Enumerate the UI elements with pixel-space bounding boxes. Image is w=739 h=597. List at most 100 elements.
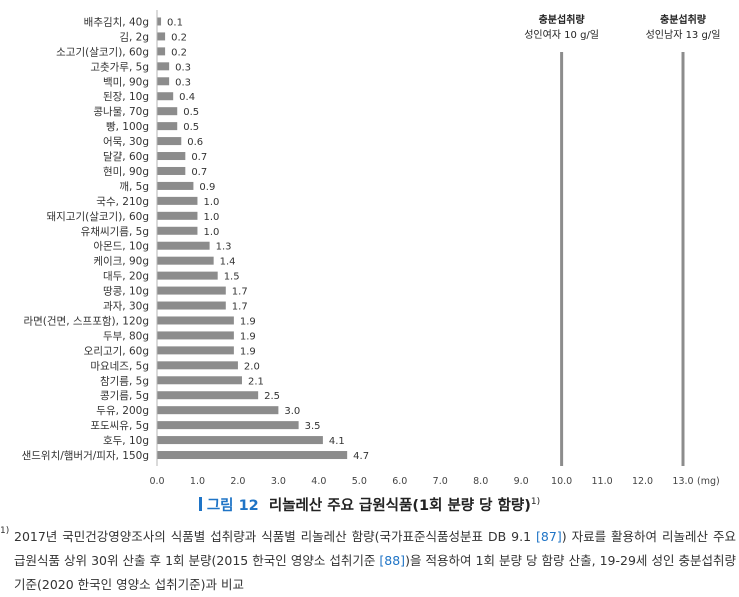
value-label: 1.4 <box>220 257 236 268</box>
bar <box>157 122 178 131</box>
footnote-text: 2017년 국민건강영양조사의 식품별 섭취량과 식품별 리놀레산 함량(국가표… <box>14 525 736 597</box>
category-label: 어묵, 30g <box>103 136 149 148</box>
category-label: 된장, 10g <box>103 91 149 103</box>
value-label: 0.1 <box>167 17 183 28</box>
bar <box>157 376 242 385</box>
x-tick-label: 4.0 <box>311 476 326 487</box>
footnote-mark: 1) <box>0 526 10 536</box>
category-label: 참기름, 5g <box>100 375 149 387</box>
x-tick-label: 7.0 <box>433 476 448 487</box>
category-label: 백미, 90g <box>103 76 149 88</box>
bar <box>157 152 186 161</box>
category-label: 유채씨기름, 5g <box>81 226 149 238</box>
x-tick-label: 9.0 <box>514 476 529 487</box>
category-label: 마요네즈, 5g <box>90 360 149 372</box>
category-label: 라면(건면, 스프포함), 120g <box>23 315 149 327</box>
value-label: 0.6 <box>187 137 203 148</box>
bar <box>157 47 166 56</box>
category-label: 돼지고기(살코기), 60g <box>46 211 149 223</box>
bar <box>157 226 198 235</box>
linoleic-acid-bar-chart: 배추김치, 40g 0.1 김, 2g 0.2 소고기(살코기), 60g 0.2 고춧가루… <box>22 10 720 487</box>
bar <box>157 32 166 41</box>
caption-separator <box>259 498 269 514</box>
category-label: 소고기(살코기), 60g <box>56 46 149 58</box>
bar <box>157 166 186 175</box>
value-label: 0.7 <box>191 152 207 163</box>
x-axis: 0.0 1.0 2.0 3.0 4.0 5.0 6.0 7.0 8.0 9.0 10.0 11.0 12… <box>149 10 720 487</box>
category-label: 콩기름, 5g <box>100 390 149 402</box>
bars-layer: 배추김치, 40g 0.1 김, 2g 0.2 소고기(살코기), 60g 0.2 고춧가루… <box>22 16 369 462</box>
caption-marker <box>198 497 202 511</box>
category-label: 달걀, 60g <box>103 150 149 163</box>
footnote: 1) 2017년 국민건강영양조사의 식품별 섭취량과 식품별 리놀레산 함량(… <box>0 525 736 597</box>
category-label: 현미, 90g <box>103 166 149 178</box>
bar <box>157 181 194 190</box>
x-tick-label: 6.0 <box>392 476 407 487</box>
x-tick-label: 1.0 <box>190 476 205 487</box>
value-label: 1.9 <box>240 346 256 357</box>
value-label: 1.3 <box>216 242 232 253</box>
x-tick-label: 5.0 <box>352 476 367 487</box>
category-label: 호두, 10g <box>103 435 149 447</box>
bar <box>157 17 162 26</box>
value-label: 0.3 <box>175 77 191 88</box>
category-label: 두부, 80g <box>103 330 149 342</box>
value-label: 0.5 <box>183 107 199 118</box>
bar <box>157 196 198 205</box>
bar <box>157 406 279 415</box>
category-label: 국수, 210g <box>96 196 149 208</box>
value-label: 1.0 <box>203 212 219 223</box>
bar <box>157 77 170 86</box>
bar <box>157 301 226 310</box>
bar <box>157 421 299 430</box>
value-label: 0.3 <box>175 62 191 73</box>
category-label: 오리고기, 60g <box>84 345 149 357</box>
value-label: 0.9 <box>199 182 215 193</box>
category-label: 땅콩, 10g <box>103 286 149 298</box>
category-label: 과자, 30g <box>103 301 149 313</box>
bar <box>157 256 214 265</box>
reference-label-detail: 성인여자 10 g/일 <box>524 29 599 41</box>
category-label: 포도씨유, 5g <box>90 420 149 432</box>
category-label: 콩나물, 70g <box>93 106 149 118</box>
category-label: 깨, 5g <box>119 181 149 193</box>
value-label: 2.5 <box>264 391 280 402</box>
bar <box>157 346 234 355</box>
bar <box>157 92 174 101</box>
value-label: 1.5 <box>224 272 240 283</box>
category-label: 아몬드, 10g <box>93 241 149 253</box>
value-label: 4.1 <box>329 436 345 447</box>
footnote-text-part-1: 2017년 국민건강영양조사의 식품별 섭취량과 식품별 리놀레산 함량(국가표… <box>14 529 537 544</box>
bar <box>157 436 323 445</box>
value-label: 0.2 <box>171 47 187 58</box>
bar <box>157 241 210 250</box>
category-label: 두유, 200g <box>96 405 149 417</box>
value-label: 0.2 <box>171 32 187 43</box>
value-label: 1.7 <box>232 287 248 298</box>
reference-link-88[interactable]: [88] <box>379 553 406 568</box>
value-label: 0.4 <box>179 92 195 103</box>
x-tick-label: 3.0 <box>271 476 286 487</box>
figure-caption: 그림 12 리놀레산 주요 급원식품(1회 분량 당 함량)1) <box>0 494 739 515</box>
value-label: 0.7 <box>191 167 207 178</box>
x-tick-label: 11.0 <box>591 476 612 487</box>
value-label: 1.0 <box>203 197 219 208</box>
value-label: 1.9 <box>240 331 256 342</box>
x-tick-label: 10.0 <box>551 476 572 487</box>
reference-label-title: 충분섭취량 <box>660 13 707 26</box>
reference-link-87[interactable]: [87] <box>536 529 562 544</box>
value-label: 2.1 <box>248 376 264 387</box>
reference-label-detail: 성인남자 13 g/일 <box>646 29 721 41</box>
value-label: 4.7 <box>353 451 369 462</box>
x-tick-label: 8.0 <box>473 476 488 487</box>
x-tick-label: 13.0 <box>672 476 693 487</box>
category-label: 배추김치, 40g <box>84 16 149 28</box>
bar <box>157 62 170 71</box>
bar <box>157 107 178 116</box>
value-label: 3.0 <box>284 406 300 417</box>
bar <box>157 211 198 220</box>
value-label: 1.7 <box>232 302 248 313</box>
figure-title: 리놀레산 주요 급원식품(1회 분량 당 함량) <box>268 498 531 514</box>
category-label: 빵, 100g <box>106 121 149 133</box>
